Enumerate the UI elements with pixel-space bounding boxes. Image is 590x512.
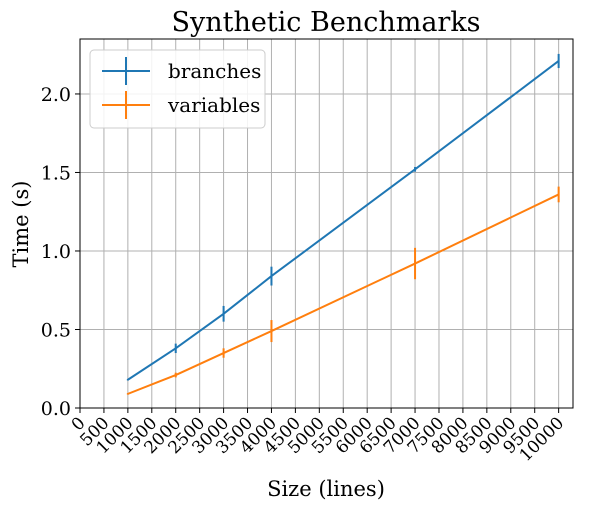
plot-area-frame xyxy=(79,38,574,409)
x-axis-label: Size (lines) xyxy=(267,477,385,501)
chart-title: Synthetic Benchmarks xyxy=(171,7,480,38)
series-line-branches xyxy=(127,60,560,381)
y-tick-label: 1.0 xyxy=(41,241,71,263)
y-tick-label: 2.0 xyxy=(41,84,71,106)
y-axis-label: Time (s) xyxy=(9,181,33,268)
legend-box xyxy=(89,49,266,129)
y-tick-label: 0.5 xyxy=(41,319,71,341)
legend-label-branches: branches xyxy=(168,59,261,83)
legend-label-variables: variables xyxy=(167,93,260,117)
y-tick-label: 0.0 xyxy=(41,398,71,420)
series-layer xyxy=(126,53,560,395)
ticks: 0500100015002000250030003500400045005000… xyxy=(41,84,568,466)
y-tick-label: 1.5 xyxy=(41,162,71,184)
series-line-variables xyxy=(127,193,560,395)
legend: branches variables xyxy=(89,49,266,129)
